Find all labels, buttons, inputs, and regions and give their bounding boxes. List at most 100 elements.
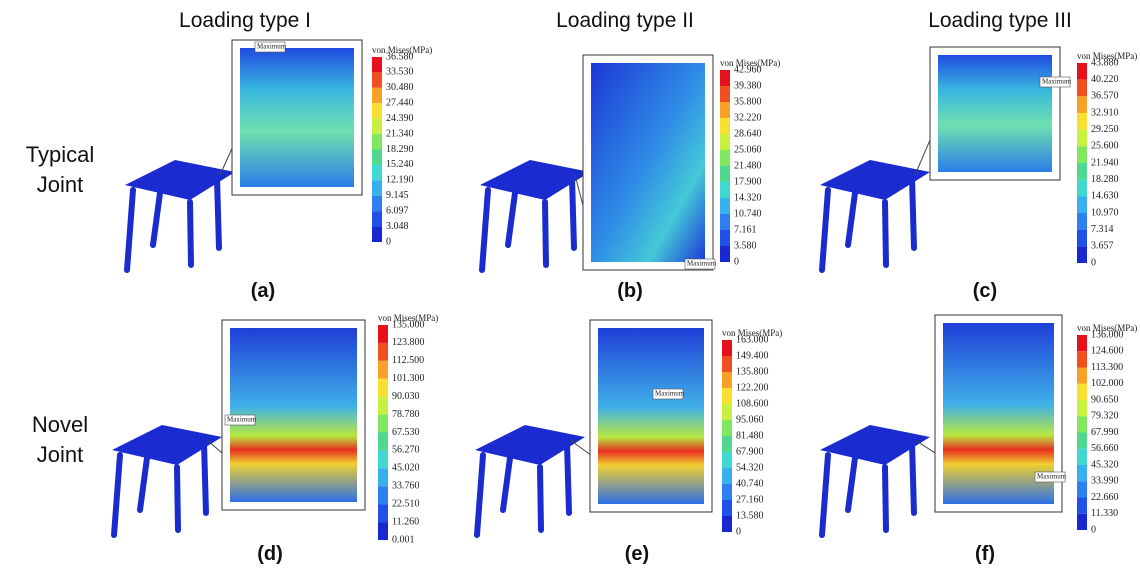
stool-leg bbox=[848, 193, 855, 245]
stool-leg bbox=[177, 467, 178, 530]
colorbar-band bbox=[722, 372, 732, 388]
legend-value: 24.390 bbox=[386, 113, 414, 124]
legend-value: 30.480 bbox=[386, 82, 414, 93]
legend-value: 10.740 bbox=[734, 208, 762, 219]
legend-value: 101.300 bbox=[392, 373, 425, 384]
colorbar-band bbox=[1077, 163, 1087, 180]
legend-value: 54.320 bbox=[736, 462, 764, 473]
colorbar-band bbox=[1077, 368, 1087, 384]
legend-value: 21.940 bbox=[1091, 157, 1119, 168]
colorbar-band bbox=[720, 166, 730, 182]
colorbar-band bbox=[720, 134, 730, 150]
colorbar-band bbox=[1077, 384, 1087, 400]
legend-value: 95.060 bbox=[736, 414, 764, 425]
column-header: Loading type I bbox=[179, 9, 311, 32]
leader-line bbox=[575, 175, 583, 206]
stress-plot bbox=[240, 48, 354, 187]
colorbar-band bbox=[378, 486, 388, 504]
legend-value: 113.300 bbox=[1091, 362, 1123, 373]
panel-label: (d) bbox=[257, 543, 283, 565]
maximum-label: Maximum bbox=[1037, 473, 1067, 481]
legend-value: 56.270 bbox=[392, 445, 420, 456]
colorbar-band bbox=[1077, 230, 1087, 247]
leader-line bbox=[570, 440, 590, 454]
colorbar-band bbox=[1077, 213, 1087, 230]
legend-value: 29.250 bbox=[1091, 124, 1119, 135]
colorbar-band bbox=[1077, 96, 1087, 113]
stool-leg bbox=[508, 193, 515, 245]
legend-value: 27.160 bbox=[736, 494, 764, 505]
legend-value: 81.480 bbox=[736, 430, 764, 441]
legend-value: 136.000 bbox=[1091, 329, 1124, 340]
legend-value: 14.320 bbox=[734, 192, 762, 203]
colorbar-band bbox=[1077, 246, 1087, 263]
leader-line bbox=[915, 440, 935, 453]
colorbar-band bbox=[372, 103, 382, 118]
stool-leg bbox=[127, 190, 133, 270]
legend-value: 149.400 bbox=[736, 350, 769, 361]
colorbar-band bbox=[1077, 416, 1087, 432]
colorbar-band bbox=[1077, 63, 1087, 80]
colorbar-band bbox=[722, 404, 732, 420]
colorbar-band bbox=[372, 119, 382, 134]
colorbar-band bbox=[378, 468, 388, 486]
colorbar-band bbox=[722, 484, 732, 500]
colorbar-band bbox=[372, 227, 382, 242]
legend-value: 33.990 bbox=[1091, 476, 1119, 487]
colorbar-band bbox=[378, 504, 388, 522]
legend-value: 67.990 bbox=[1091, 427, 1119, 438]
legend-value: 15.240 bbox=[386, 159, 414, 170]
colorbar-band bbox=[372, 211, 382, 226]
legend-value: 40.740 bbox=[736, 478, 764, 489]
colorbar-band bbox=[378, 343, 388, 361]
panel-label: (a) bbox=[251, 280, 275, 302]
figure: Loading type ILoading type IILoading typ… bbox=[0, 0, 1140, 575]
colorbar-band bbox=[722, 516, 732, 532]
stool-leg bbox=[848, 458, 855, 510]
stool-leg bbox=[140, 458, 147, 510]
stool-leg bbox=[217, 178, 219, 248]
stool-leg bbox=[572, 178, 574, 248]
colorbar-band bbox=[1077, 433, 1087, 449]
colorbar-band bbox=[722, 340, 732, 356]
colorbar-band bbox=[1077, 465, 1087, 481]
panel-label: (e) bbox=[625, 543, 649, 565]
colorbar-band bbox=[372, 150, 382, 165]
colorbar-band bbox=[378, 325, 388, 343]
legend-value: 90.030 bbox=[392, 391, 420, 402]
legend-value: 135.000 bbox=[392, 319, 425, 330]
colorbar-band bbox=[378, 379, 388, 397]
legend-value: 135.800 bbox=[736, 366, 769, 377]
row-label: Novel Joint bbox=[15, 410, 105, 470]
legend-value: 67.530 bbox=[392, 427, 420, 438]
legend-value: 36.580 bbox=[386, 51, 414, 62]
legend-value: 28.640 bbox=[734, 128, 762, 139]
legend-value: 13.580 bbox=[736, 510, 764, 521]
maximum-label: Maximum bbox=[1042, 78, 1072, 86]
figure-canvas: Loading type ILoading type IILoading typ… bbox=[0, 0, 1140, 575]
legend-value: 9.145 bbox=[386, 190, 409, 201]
legend-value: 0 bbox=[386, 236, 391, 247]
legend-value: 102.000 bbox=[1091, 378, 1124, 389]
colorbar-band bbox=[378, 433, 388, 451]
colorbar-band bbox=[722, 436, 732, 452]
legend-value: 90.650 bbox=[1091, 394, 1119, 405]
colorbar-band bbox=[1077, 196, 1087, 213]
legend-value: 21.480 bbox=[734, 160, 762, 171]
stool-leg bbox=[153, 193, 160, 245]
legend-value: 45.320 bbox=[1091, 459, 1119, 470]
legend-value: 6.097 bbox=[386, 205, 409, 216]
legend-value: 25.600 bbox=[1091, 141, 1119, 152]
leader-line bbox=[915, 140, 930, 175]
colorbar-band bbox=[720, 246, 730, 262]
maximum-label: Maximum bbox=[687, 260, 717, 268]
legend-value: 7.161 bbox=[734, 224, 757, 235]
colorbar-band bbox=[720, 150, 730, 166]
colorbar-band bbox=[1077, 400, 1087, 416]
legend-value: 0 bbox=[1091, 257, 1096, 268]
colorbar-band bbox=[372, 165, 382, 180]
colorbar-band bbox=[378, 361, 388, 379]
colorbar-band bbox=[720, 86, 730, 102]
colorbar-band bbox=[720, 198, 730, 214]
legend-value: 123.800 bbox=[392, 337, 425, 348]
